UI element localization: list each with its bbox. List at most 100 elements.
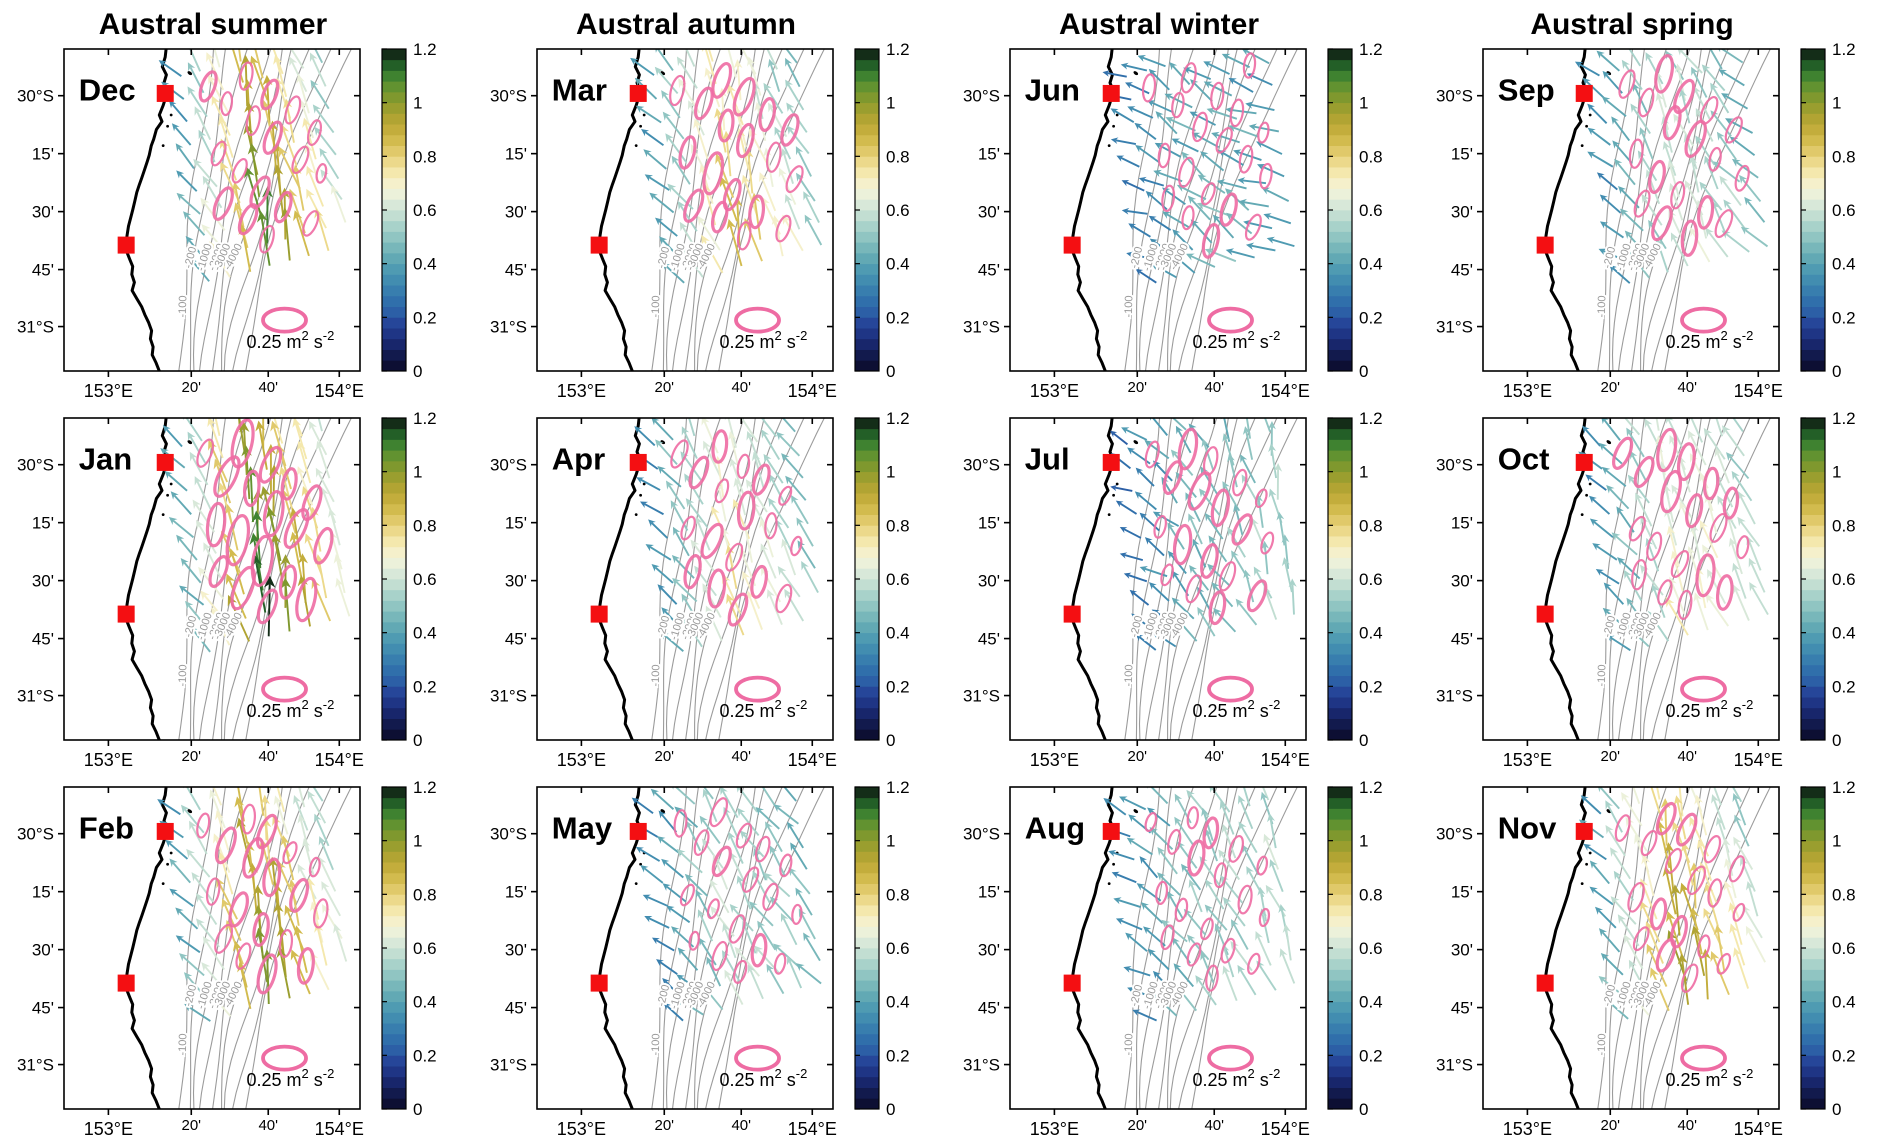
variance-ellipse: [693, 829, 710, 856]
colorbar-segment: [382, 1076, 406, 1088]
velocity-arrow: [1173, 963, 1195, 988]
variance-ellipse: [280, 467, 298, 501]
colorbar-segment: [382, 493, 406, 505]
velocity-arrow: [695, 516, 711, 551]
colorbar-tick-label: 0.6: [413, 939, 437, 958]
colorbar-tick-label: 1.2: [413, 409, 437, 428]
velocity-arrow: [702, 788, 718, 823]
vector-field: [634, 418, 819, 652]
velocity-arrow: [194, 106, 212, 141]
colorbar: 00.20.40.60.811.2: [1800, 40, 1856, 381]
variance-ellipse: [683, 188, 705, 223]
colorbar-segment: [1328, 915, 1352, 927]
velocity-arrow: [1135, 268, 1157, 284]
coast-dot: [1588, 482, 1592, 486]
colorbar-segment: [1328, 263, 1352, 275]
variance-ellipse: [773, 952, 787, 975]
colorbar-segment: [855, 263, 879, 275]
velocity-arrow: [1668, 576, 1686, 615]
variance-ellipse: [1651, 205, 1673, 242]
variance-ellipse: [1631, 559, 1647, 591]
bathymetry-contour: [665, 418, 721, 740]
variance-ellipse: [205, 877, 221, 906]
velocity-arrow: [709, 879, 730, 914]
velocity-arrow: [657, 584, 678, 605]
y-tick-label: 45': [32, 999, 54, 1018]
colorbar-segment: [1801, 145, 1825, 157]
bathymetry-contour: [1611, 49, 1667, 371]
velocity-arrow: [727, 49, 738, 78]
velocity-arrow: [1204, 904, 1228, 931]
panel-mount: -100 -200 -1000 -2000 -3000 -4000 0.25 m2 s-2 D…: [0, 40, 473, 409]
velocity-arrow: [1171, 418, 1187, 431]
colorbar-tick-label: 0: [1832, 731, 1841, 750]
month-label: Mar: [552, 73, 607, 108]
velocity-arrow: [1137, 54, 1166, 68]
colorbar-segment: [1328, 328, 1352, 340]
variance-ellipse: [735, 122, 755, 159]
scale-label: 0.25 m2 s-2: [720, 328, 808, 352]
velocity-arrow: [778, 167, 797, 206]
colorbar-tick-label: 0.6: [886, 570, 910, 589]
colorbar-segment: [855, 664, 879, 676]
velocity-arrow: [720, 787, 739, 819]
velocity-arrow: [1603, 997, 1629, 1020]
variance-ellipse: [711, 940, 728, 972]
variance-ellipses: [669, 61, 804, 251]
velocity-arrow: [218, 115, 234, 158]
bathymetry-contour: [1617, 787, 1691, 1109]
velocity-arrow: [1134, 491, 1157, 511]
velocity-arrow: [765, 821, 783, 853]
velocity-arrow: [273, 164, 285, 217]
velocity-arrow: [780, 148, 794, 184]
colorbar-segment: [855, 102, 879, 114]
velocity-arrow: [1606, 634, 1631, 652]
colorbar-segment: [1328, 231, 1352, 243]
mooring-marker: [629, 453, 647, 471]
colorbar-segment: [382, 600, 406, 612]
velocity-arrow: [1170, 449, 1194, 476]
y-tick-label: 45': [978, 630, 1000, 649]
velocity-arrow: [763, 872, 791, 898]
colorbar-segment: [1328, 49, 1352, 61]
variance-ellipse: [1697, 195, 1715, 230]
velocity-arrow: [290, 49, 305, 69]
velocity-arrow: [1243, 569, 1255, 603]
variance-ellipse: [758, 97, 777, 132]
colorbar-segment: [1801, 990, 1825, 1003]
scale-ellipse: [1207, 1044, 1254, 1072]
y-tick-label: 30': [978, 203, 1000, 222]
velocity-arrow: [1132, 1009, 1157, 1022]
x-tick-label: 154°E: [1734, 1119, 1783, 1139]
coast-dot: [642, 113, 646, 117]
map-axes: [58, 417, 361, 746]
colorbar-segment: [382, 1023, 406, 1035]
colorbar-segment: [1801, 1044, 1825, 1056]
velocity-arrow: [1732, 418, 1744, 432]
colorbar-segment: [1801, 482, 1825, 494]
colorbar-segment: [1801, 418, 1825, 430]
velocity-arrow: [1201, 438, 1215, 471]
variance-ellipse: [1244, 213, 1262, 241]
velocity-arrow: [655, 439, 678, 465]
colorbar-segment: [1328, 718, 1352, 730]
colorbar-segment: [382, 1012, 406, 1024]
coast-dot: [1112, 493, 1115, 497]
colorbar-segment: [382, 937, 406, 949]
colorbar-segment: [382, 905, 406, 917]
colorbar-tick-label: 0.4: [413, 993, 437, 1012]
velocity-arrow: [1192, 538, 1207, 568]
variance-ellipse: [1187, 471, 1212, 511]
velocity-arrow: [258, 787, 265, 816]
contour-labels: -100-200-1000-2000-3000-4000: [175, 240, 247, 320]
velocity-arrow: [785, 49, 798, 64]
colorbar-segment: [1801, 686, 1825, 698]
variance-ellipse: [1722, 486, 1740, 520]
colorbar-segment: [1328, 1066, 1352, 1078]
velocity-arrow: [1726, 452, 1750, 480]
colorbar-segment: [382, 675, 406, 687]
variance-ellipse: [764, 512, 778, 540]
panel-mount: -100 -200 -1000 -2000 -3000 -4000 0.25 m2 s-2 M…: [473, 778, 946, 1147]
colorbar-segment: [855, 840, 879, 852]
